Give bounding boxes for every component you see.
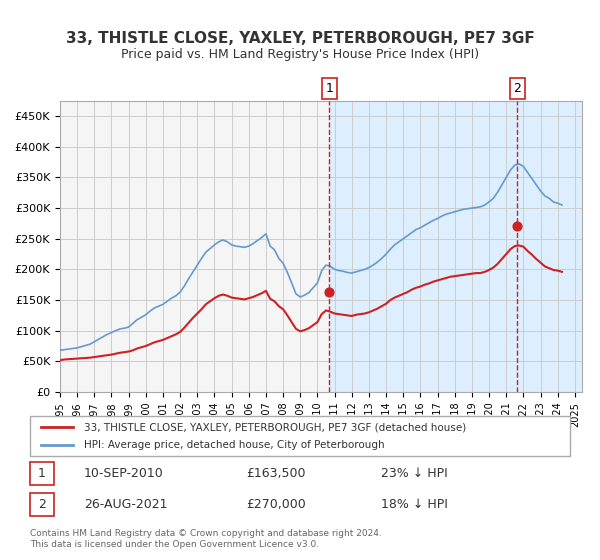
Text: Price paid vs. HM Land Registry's House Price Index (HPI): Price paid vs. HM Land Registry's House … <box>121 48 479 60</box>
Text: 10-SEP-2010: 10-SEP-2010 <box>84 467 164 480</box>
Text: 18% ↓ HPI: 18% ↓ HPI <box>381 498 448 511</box>
Point <box>512 222 522 231</box>
Text: Contains HM Land Registry data © Crown copyright and database right 2024.
This d: Contains HM Land Registry data © Crown c… <box>30 529 382 549</box>
Bar <box>329 101 517 392</box>
Text: 2: 2 <box>38 498 46 511</box>
Point <box>325 287 334 296</box>
Text: HPI: Average price, detached house, City of Peterborough: HPI: Average price, detached house, City… <box>84 440 385 450</box>
Text: £163,500: £163,500 <box>246 467 305 480</box>
Text: 33, THISTLE CLOSE, YAXLEY, PETERBOROUGH, PE7 3GF (detached house): 33, THISTLE CLOSE, YAXLEY, PETERBOROUGH,… <box>84 422 466 432</box>
Text: 1: 1 <box>325 82 333 95</box>
FancyBboxPatch shape <box>30 493 54 516</box>
Text: 1: 1 <box>38 467 46 480</box>
FancyBboxPatch shape <box>30 462 54 485</box>
FancyBboxPatch shape <box>30 416 570 456</box>
Text: £270,000: £270,000 <box>246 498 306 511</box>
Text: 26-AUG-2021: 26-AUG-2021 <box>84 498 167 511</box>
Text: 23% ↓ HPI: 23% ↓ HPI <box>381 467 448 480</box>
Text: 2: 2 <box>514 82 521 95</box>
Bar <box>517 101 582 392</box>
Text: 33, THISTLE CLOSE, YAXLEY, PETERBOROUGH, PE7 3GF: 33, THISTLE CLOSE, YAXLEY, PETERBOROUGH,… <box>65 31 535 46</box>
